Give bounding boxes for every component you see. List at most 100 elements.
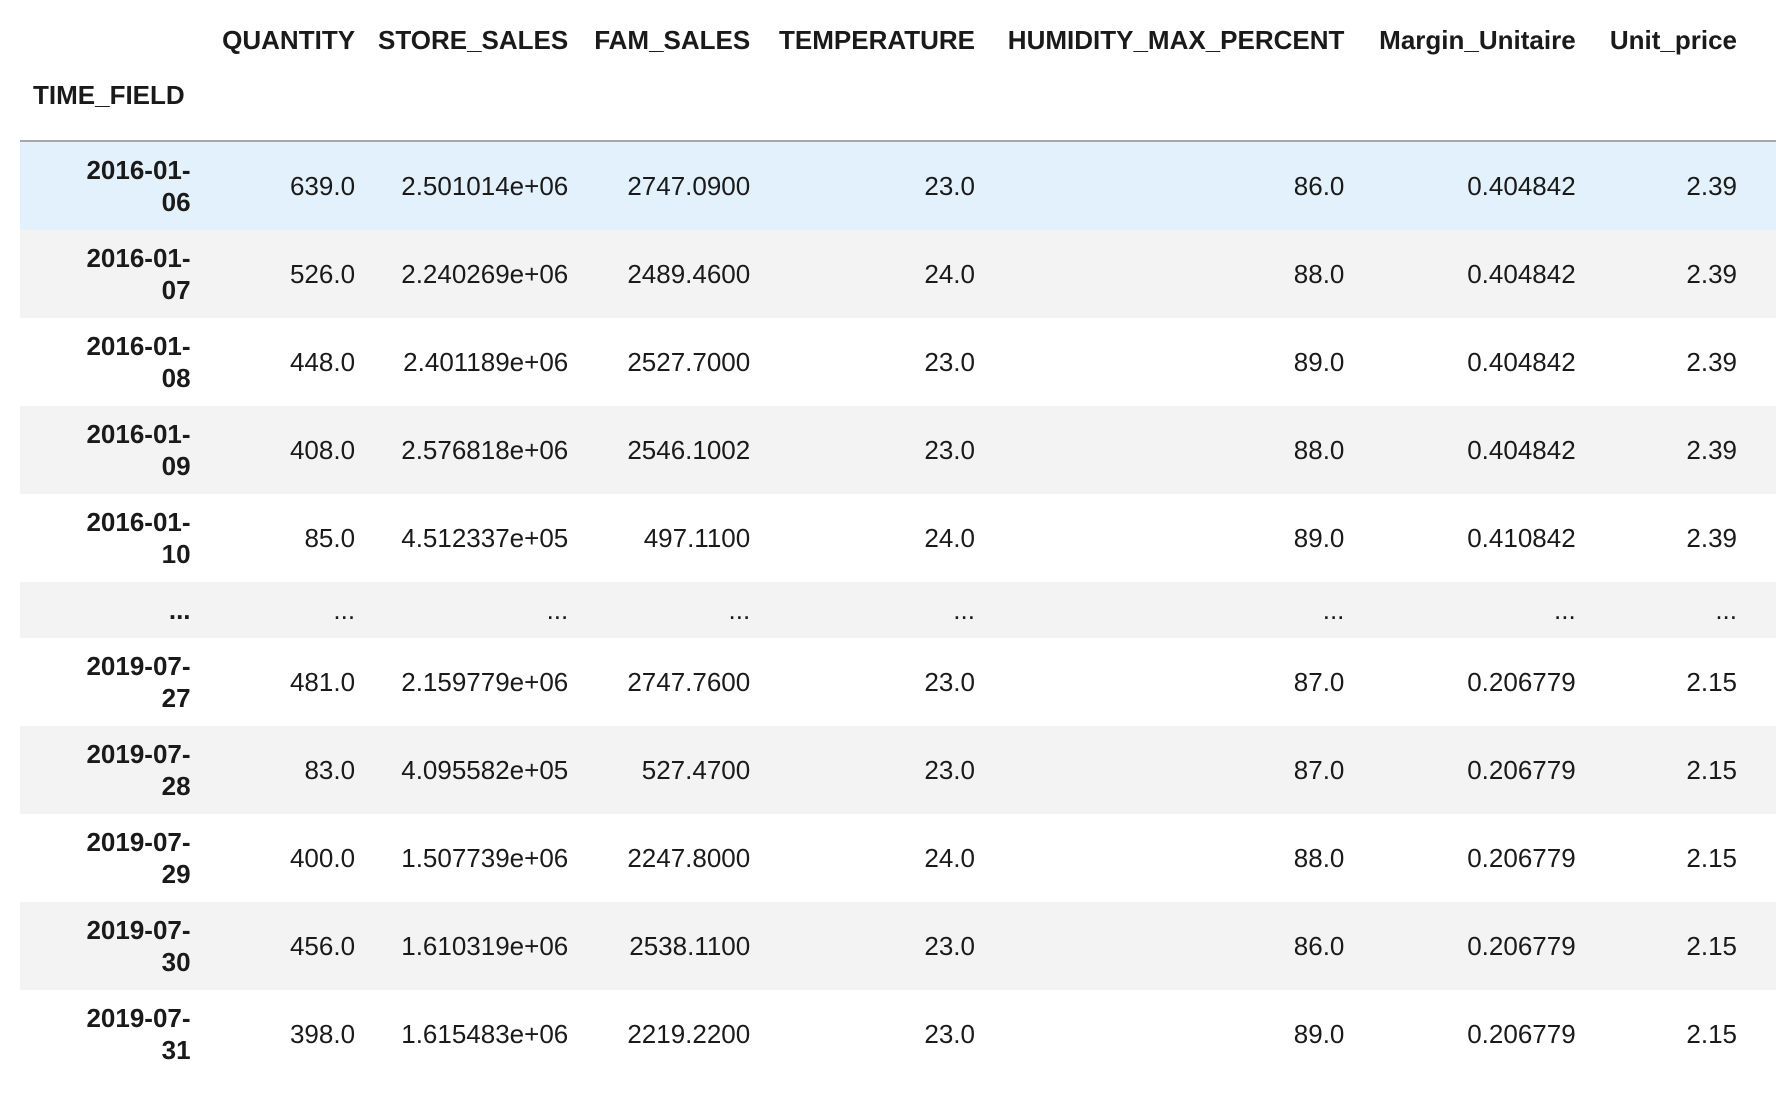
ellipsis-row[interactable]: ........................ [20,582,1776,638]
row-index-date-part-2: 07 [161,275,191,305]
column-header-humidity-max-percent[interactable]: HUMIDITY_MAX_PERCENT [1007,24,1345,55]
table-row[interactable]: 2019-07- 31 398.0 1.615483e+06 2219.2200 23.0… [20,990,1776,1078]
cell-store-sales: ... [546,594,569,625]
cell-humidity-max-percent: 88.0 [1293,258,1345,289]
dataframe-table: QUANTITY STORE_SALES FAM_SALES TEMPERATU… [20,0,1776,1078]
cell-fam-sales: 497.1100 [643,522,751,553]
cell-unit-price: 2.15 [1686,930,1737,961]
cell-fam-sales: 2546.1002 [627,434,751,465]
table-row[interactable]: 2019-07- 30 456.0 1.610319e+06 2538.1100 23.0… [20,902,1776,990]
row-index-label: 2019-07- 31 [20,990,191,1078]
table-row[interactable]: 2016-01- 06 639.0 2.501014e+06 2747.0900 23.0… [20,141,1776,230]
row-index-date-part-1: 2019-07- [86,1003,191,1033]
row-index-label: 2016-01- 08 [20,318,191,406]
column-header-store-sales[interactable]: STORE_SALES [378,24,569,55]
cell-unit-price: 2.15 [1686,1018,1737,1049]
row-index-date-part-1: 2019-07- [86,739,191,769]
cell-margin-unitaire: 0.206779 [1467,930,1576,961]
cell-quantity: 481.0 [289,666,356,697]
cell-store-sales: 1.610319e+06 [401,930,569,961]
row-index-date-part-2: 08 [161,363,191,393]
cell-unit-price: 2.15 [1686,666,1737,697]
row-index-label: ... [20,582,191,638]
cell-humidity-max-percent: 86.0 [1293,170,1345,201]
cell-margin-unitaire: 0.404842 [1467,170,1576,201]
table-row[interactable]: 2016-01- 09 408.0 2.576818e+06 2546.1002 23.0… [20,406,1776,494]
cell-temperature: ... [953,594,975,625]
cell-humidity-max-percent: 86.0 [1293,930,1345,961]
truncated-cell [1737,902,1776,990]
cell-fam-sales: 2247.8000 [627,842,751,873]
row-index-date-part-1: 2019-07- [86,827,191,857]
cell-temperature: 23.0 [924,930,975,961]
cell-store-sales: 4.512337e+05 [401,522,569,553]
row-index-label: 2016-01- 10 [20,494,191,582]
cell-humidity-max-percent: 89.0 [1293,346,1345,377]
table-row[interactable]: 2016-01- 08 448.0 2.401189e+06 2527.7000 23.0… [20,318,1776,406]
cell-humidity-max-percent: 88.0 [1293,842,1345,873]
cell-fam-sales: 2747.7600 [627,666,751,697]
cell-margin-unitaire: ... [1554,594,1576,625]
table-row[interactable]: 2019-07- 29 400.0 1.507739e+06 2247.8000 24.0… [20,814,1776,902]
cell-store-sales: 2.401189e+06 [403,346,569,377]
cell-humidity-max-percent: 87.0 [1293,666,1345,697]
cell-unit-price: ... [1715,594,1737,625]
row-index-label: 2019-07- 30 [20,902,191,990]
cell-fam-sales: 2489.4600 [627,258,751,289]
table-row[interactable]: 2016-01- 07 526.0 2.240269e+06 2489.4600 24.0… [20,230,1776,318]
cell-unit-price: 2.39 [1686,434,1737,465]
row-index-date-part-2: 28 [161,771,191,801]
row-index-date-part-2: 27 [161,683,191,713]
truncated-cell [1737,141,1776,230]
column-header-quantity[interactable]: QUANTITY [222,24,356,55]
table-row[interactable]: 2016-01- 10 85.0 4.512337e+05 497.1100 24.0 89… [20,494,1776,582]
column-header-margin-unitaire[interactable]: Margin_Unitaire [1379,24,1576,55]
row-index-date-part-2: 31 [161,1035,191,1065]
row-index-ellipsis: ... [168,594,191,625]
cell-unit-price: 2.15 [1686,842,1737,873]
cell-temperature: 23.0 [924,666,975,697]
table-row[interactable]: 2019-07- 27 481.0 2.159779e+06 2747.7600 23.0… [20,638,1776,726]
cell-store-sales: 1.507739e+06 [401,842,569,873]
cell-unit-price: 2.39 [1686,346,1737,377]
column-header-fam-sales[interactable]: FAM_SALES [594,24,751,55]
table-row[interactable]: 2019-07- 28 83.0 4.095582e+05 527.4700 23.0 87… [20,726,1776,814]
cell-temperature: 23.0 [924,754,975,785]
row-index-date-part-1: 2016-01- [86,507,191,537]
cell-quantity: 456.0 [289,930,356,961]
cell-unit-price: 2.39 [1686,170,1737,201]
cell-fam-sales: 2219.2200 [627,1018,751,1049]
column-header-unit-price[interactable]: Unit_price [1609,24,1737,55]
row-index-date-part-1: 2016-01- [86,155,191,185]
row-index-date-part-1: 2019-07- [86,915,191,945]
cell-humidity-max-percent: 89.0 [1293,522,1345,553]
cell-margin-unitaire: 0.404842 [1467,434,1576,465]
row-index-date-part-2: 29 [161,859,191,889]
row-index-date-part-2: 06 [161,187,191,217]
cell-unit-price: 2.39 [1686,258,1737,289]
truncated-cell [1737,230,1776,318]
row-index-date-part-2: 09 [161,451,191,481]
row-index-date-part-1: 2016-01- [86,419,191,449]
truncated-cell [1737,814,1776,902]
cell-humidity-max-percent: 87.0 [1293,754,1345,785]
row-index-date-part-1: 2016-01- [86,243,191,273]
cell-margin-unitaire: 0.404842 [1467,346,1576,377]
cell-temperature: 23.0 [924,346,975,377]
cell-margin-unitaire: 0.206779 [1467,1018,1576,1049]
cell-fam-sales: ... [728,594,751,625]
cell-temperature: 23.0 [924,170,975,201]
index-name: TIME_FIELD [20,80,191,142]
row-index-label: 2016-01- 09 [20,406,191,494]
cell-quantity: 408.0 [289,434,356,465]
truncated-cell [1737,406,1776,494]
column-header-temperature[interactable]: TEMPERATURE [779,24,975,55]
cell-temperature: 24.0 [924,258,975,289]
corner-cell [20,0,191,80]
cell-margin-unitaire: 0.206779 [1467,842,1576,873]
row-index-label: 2019-07- 27 [20,638,191,726]
truncated-cell [1737,582,1776,638]
cell-quantity: 83.0 [304,754,356,785]
cell-unit-price: 2.39 [1686,522,1737,553]
cell-temperature: 24.0 [924,522,975,553]
